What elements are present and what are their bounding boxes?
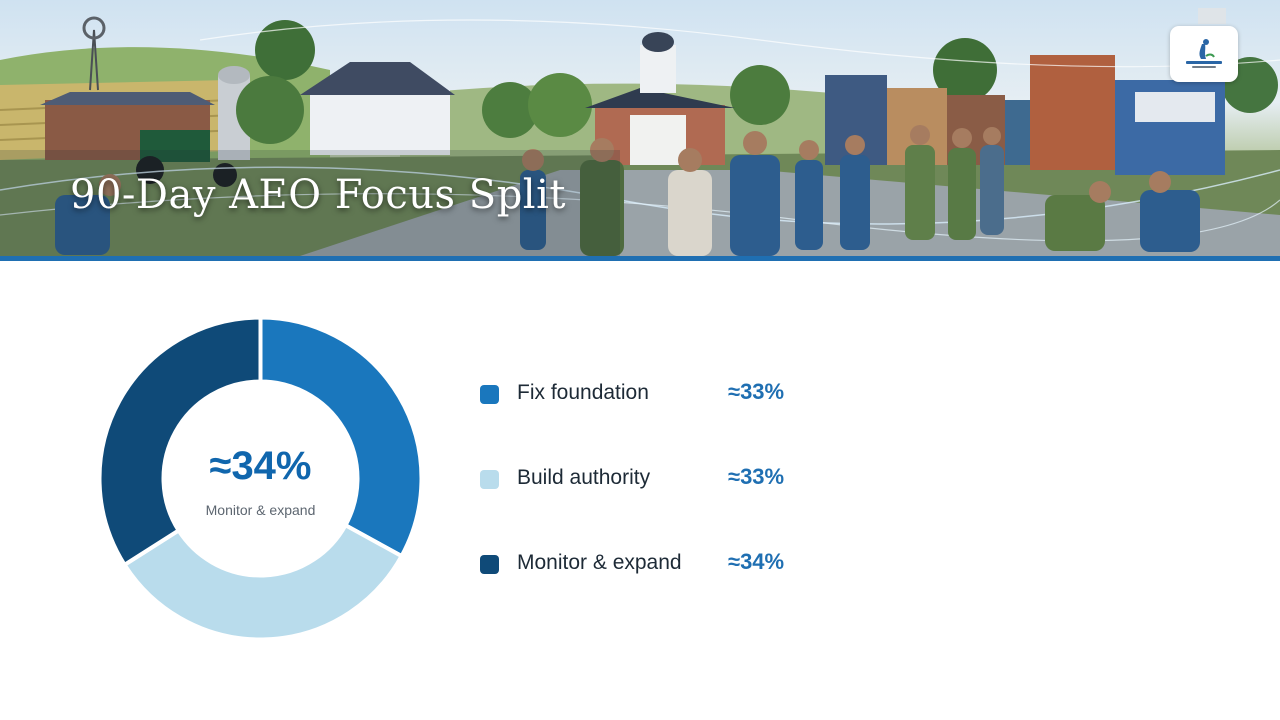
donut-slice-monitor-expand [98, 316, 263, 568]
legend-swatch-monitor-expand [480, 555, 499, 574]
legend-value: ≈34% [728, 549, 785, 574]
donut-chart: ≈34% Monitor & expand [98, 316, 423, 641]
donut-slice-build-authority [121, 522, 405, 641]
donut-chart-svg [98, 316, 423, 641]
banner-divider [0, 256, 1280, 261]
donut-slice-fix-foundation [258, 316, 423, 559]
legend-item-fix-foundation: Fix foundation ≈33% [480, 370, 840, 418]
header-banner: 90-Day AEO Focus Split [0, 0, 1280, 256]
legend-label: Fix foundation [517, 381, 649, 404]
legend-value: ≈33% [728, 464, 785, 489]
legend-swatch-fix-foundation [480, 385, 499, 404]
logo-badge [1170, 26, 1238, 82]
legend-item-monitor-expand: Monitor & expand ≈34% [480, 540, 840, 588]
legend-label: Build authority [517, 466, 651, 489]
legend-label: Monitor & expand [517, 551, 682, 574]
legend-value: ≈33% [728, 379, 785, 404]
legend-swatch-build-authority [480, 470, 499, 489]
logo-icon [1186, 39, 1222, 68]
town-illustration [0, 8, 1280, 256]
legend-item-build-authority: Build authority ≈33% [480, 455, 840, 503]
chart-legend: Fix foundation ≈33% Build authority ≈33%… [480, 370, 840, 600]
slide-title: 90-Day AEO Focus Split [70, 172, 566, 218]
donut-center-label: Monitor & expand [205, 502, 316, 518]
donut-center-value: ≈34% [209, 444, 312, 488]
